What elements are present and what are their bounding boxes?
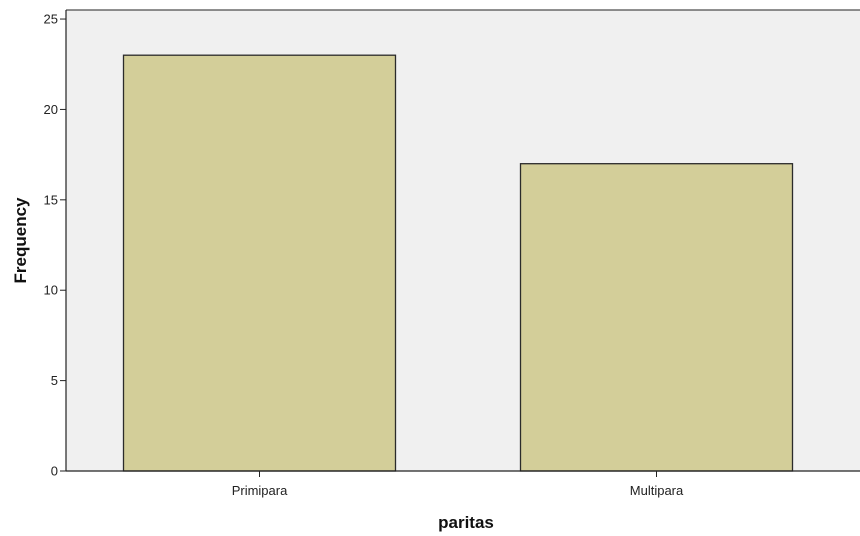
bars-group [122, 54, 794, 472]
y-tick-label: 0 [51, 464, 58, 479]
bar-primipara [122, 54, 397, 472]
y-tick-label: 20 [44, 102, 58, 117]
y-tick-label: 10 [44, 283, 58, 298]
y-tick-label: 5 [51, 373, 58, 388]
y-axis-title: Frequency [11, 197, 30, 284]
x-tick-label: Multipara [630, 483, 684, 498]
bar-multipara [519, 163, 794, 472]
y-tick-label: 25 [44, 12, 58, 27]
x-axis-title: paritas [438, 513, 494, 532]
y-axis: 0 5 10 15 20 25 [44, 10, 67, 479]
x-axis: Primipara Multipara [66, 9, 860, 498]
y-tick-label: 15 [44, 192, 58, 207]
x-tick-label: Primipara [232, 483, 288, 498]
